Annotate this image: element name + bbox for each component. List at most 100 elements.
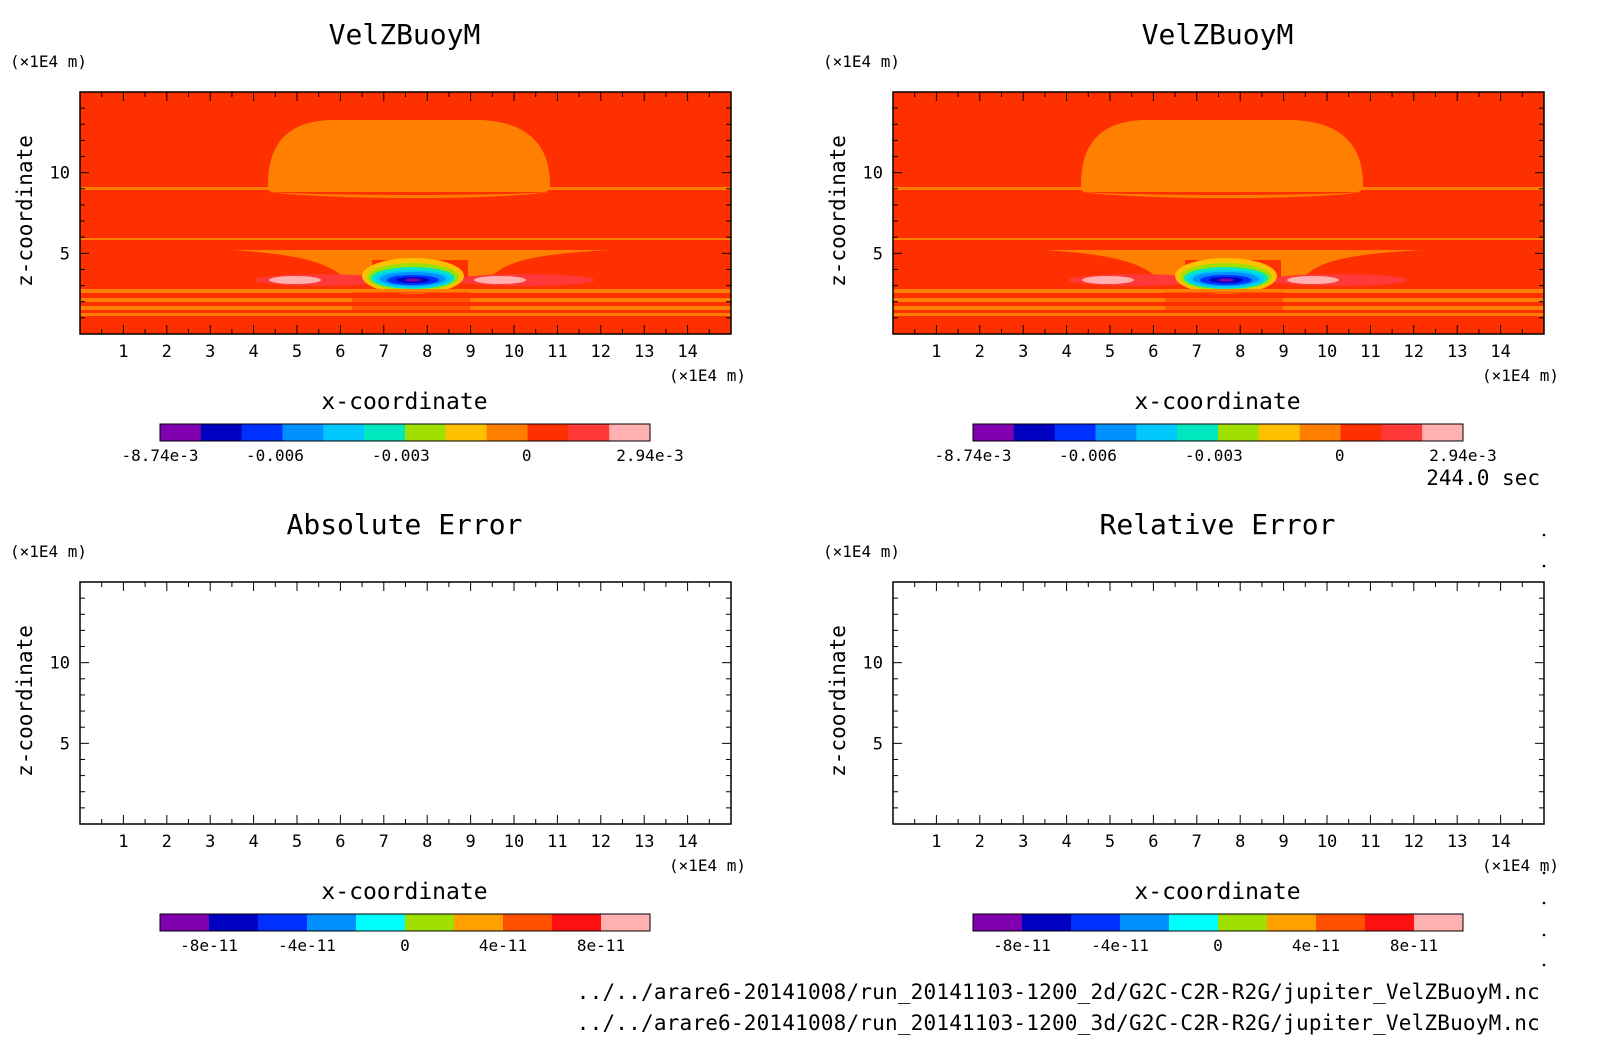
- colorbar-swatch: [503, 914, 553, 931]
- x-tick-label: 13: [634, 342, 654, 362]
- x-tick-label: 13: [1447, 342, 1467, 362]
- colorbar-swatch: [323, 424, 365, 441]
- colorbar-swatch: [282, 424, 324, 441]
- heatmap-field-2: [893, 92, 1544, 334]
- colorbar-tick-label: 2.94e-3: [616, 446, 683, 465]
- colorbar-swatch: [356, 914, 406, 931]
- colorbar-swatch: [1169, 914, 1219, 931]
- colorbar-swatch: [364, 424, 406, 441]
- x-unit-label: (×1E4 m): [1482, 366, 1559, 385]
- x-tick-label: 14: [1490, 342, 1510, 362]
- colorbar-swatch: [405, 914, 455, 931]
- colorbar-tick-label: -4e-11: [278, 936, 336, 955]
- x-tick-label: 12: [591, 832, 611, 852]
- y-unit-label: (×1E4 m): [823, 542, 900, 561]
- x-tick-label: 4: [248, 832, 258, 852]
- x-tick-label: 14: [677, 342, 697, 362]
- colorbar-swatch: [1381, 424, 1423, 441]
- y-tick-label: 10: [863, 654, 883, 674]
- colorbar-tick-label: -0.006: [246, 446, 304, 465]
- colorbar-swatch: [973, 914, 1023, 931]
- x-tick-label: 1: [931, 832, 941, 852]
- x-tick-label: 6: [335, 832, 345, 852]
- chart-title: Relative Error: [1099, 508, 1335, 541]
- x-tick-label: 4: [1061, 342, 1071, 362]
- colorbar-swatch: [1218, 424, 1260, 441]
- x-tick-label: 4: [1061, 832, 1071, 852]
- x-tick-label: 10: [1317, 832, 1337, 852]
- chart-title: VelZBuoyM: [329, 18, 481, 51]
- colorbar-swatch: [1177, 424, 1219, 441]
- x-tick-label: 7: [379, 342, 389, 362]
- colorbar-frame: [159, 423, 651, 442]
- colorbar-swatch: [601, 914, 651, 931]
- colorbar-swatch: [1071, 914, 1121, 931]
- y-tick-label: 10: [50, 654, 70, 674]
- colorbar-swatch: [445, 424, 488, 441]
- y-axis-label: z-coordinate: [826, 625, 850, 777]
- colorbar-swatch: [454, 914, 504, 931]
- colorbar-tick-label: -8.74e-3: [121, 446, 198, 465]
- x-tick-label: 10: [504, 342, 524, 362]
- colorbar-swatch: [568, 424, 610, 441]
- x-tick-label: 9: [465, 832, 475, 852]
- colorbar-swatch: [973, 424, 1015, 441]
- time-label: 244.0 sec: [1426, 466, 1540, 490]
- chart-title: Absolute Error: [286, 508, 522, 541]
- chart-panel-1: VelZBuoyM(×1E4 m)1 2 3 4 5 6 7 8 9 10 11 12 13 14510x…: [10, 18, 746, 465]
- x-tick-label: 6: [335, 342, 345, 362]
- x-unit-label: (×1E4 m): [669, 366, 746, 385]
- x-tick-label: 4: [248, 342, 258, 362]
- y-unit-label: (×1E4 m): [823, 52, 900, 71]
- colorbar-swatch: [160, 914, 210, 931]
- y-unit-label: (×1E4 m): [10, 542, 87, 561]
- x-tick-label: 5: [1105, 342, 1115, 362]
- x-tick-label: 9: [465, 342, 475, 362]
- colorbar-swatch: [1414, 914, 1464, 931]
- colorbar-tick-label: -8e-11: [993, 936, 1051, 955]
- y-tick-label: 10: [50, 164, 70, 184]
- colorbar-tick-label: 8e-11: [577, 936, 625, 955]
- colorbar-swatch: [1022, 914, 1072, 931]
- colorbar-swatch: [1422, 424, 1464, 441]
- colorbar-swatch: [1258, 424, 1301, 441]
- colorbar-tick-label: -0.003: [372, 446, 430, 465]
- colorbar-swatch: [1365, 914, 1415, 931]
- x-tick-label: 12: [1404, 832, 1424, 852]
- colorbar-tick-label: 2.94e-3: [1429, 446, 1496, 465]
- y-tick-label: 5: [873, 244, 883, 264]
- colorbar-swatch: [1054, 424, 1096, 441]
- colorbar-swatch: [241, 424, 283, 441]
- y-axis-label: z-coordinate: [13, 135, 37, 287]
- x-tick-label: 5: [292, 342, 302, 362]
- y-tick-label: 5: [873, 734, 883, 754]
- y-tick-label: 10: [863, 164, 883, 184]
- x-tick-label: 13: [1447, 832, 1467, 852]
- colorbar-swatch: [609, 424, 651, 441]
- x-tick-label: 12: [591, 342, 611, 362]
- margin-dots: [1542, 533, 1546, 967]
- colorbar-swatch: [527, 424, 569, 441]
- chart-panel-3: Absolute Error(×1E4 m)1 2 3 4 5 6 7 8 9 10 11 12 13 1…: [10, 508, 746, 955]
- x-tick-label: 11: [1360, 342, 1380, 362]
- x-tick-label: 14: [1490, 832, 1510, 852]
- x-tick-label: 9: [1278, 832, 1288, 852]
- x-tick-label: 3: [205, 832, 215, 852]
- colorbar-swatch: [1095, 424, 1137, 441]
- x-tick-label: 1: [931, 342, 941, 362]
- colorbar-tick-label: -8e-11: [180, 936, 238, 955]
- x-tick-label: 3: [1018, 342, 1028, 362]
- colorbar-tick-label: 0: [1335, 446, 1345, 465]
- file-path-1: ../../arare6-20141008/run_20141103-1200_…: [576, 980, 1540, 1004]
- x-tick-label: 8: [1235, 342, 1245, 362]
- x-tick-label: 8: [422, 342, 432, 362]
- x-unit-label: (×1E4 m): [1482, 856, 1559, 875]
- colorbar-frame: [972, 423, 1464, 442]
- colorbar-tick-label: 0: [522, 446, 532, 465]
- x-tick-label: 1: [118, 342, 128, 362]
- x-tick-label: 1: [118, 832, 128, 852]
- colorbar-swatch: [1136, 424, 1178, 441]
- x-tick-label: 14: [677, 832, 697, 852]
- colorbar-swatch: [258, 914, 308, 931]
- file-path-2: ../../arare6-20141008/run_20141103-1200_…: [576, 1011, 1540, 1035]
